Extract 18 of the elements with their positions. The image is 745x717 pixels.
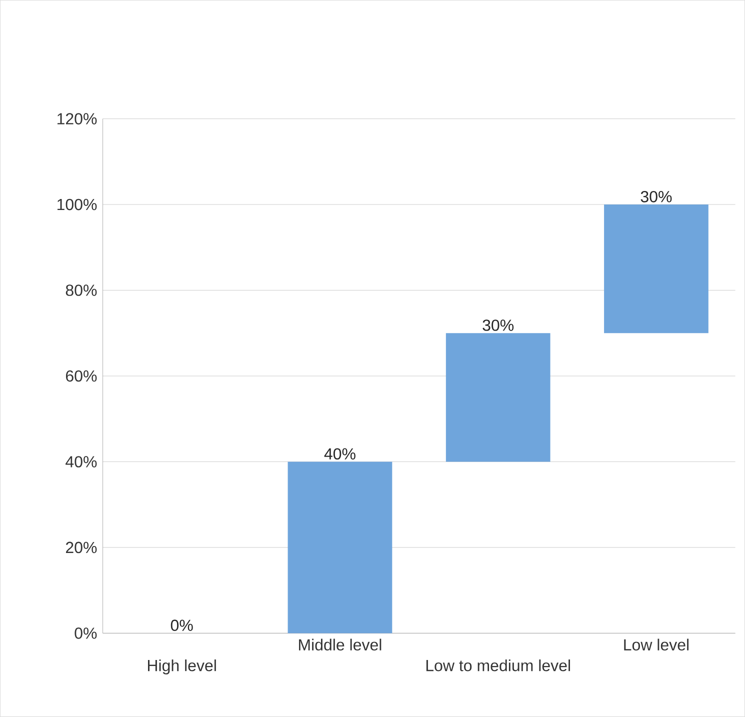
y-tick-label: 120% [58, 113, 97, 124]
data-label: 30% [482, 320, 514, 331]
bar [446, 333, 550, 462]
x-tick-label: Middle level [299, 638, 382, 651]
x-tick-label: Low to medium level [426, 659, 570, 672]
y-tick-label: 0% [74, 628, 97, 639]
y-tick-label: 20% [66, 542, 97, 554]
y-tick-label: 100% [58, 198, 97, 210]
bar [288, 462, 392, 634]
x-tick-label: High level [148, 659, 216, 674]
data-label: 40% [324, 448, 356, 460]
x-tick-label: Low level [624, 638, 688, 651]
y-tick-label: 40% [66, 456, 97, 468]
bar [604, 204, 708, 334]
data-label: 0% [170, 620, 193, 632]
y-tick-label: 60% [66, 370, 97, 382]
y-tick-label: 80% [66, 284, 97, 296]
data-label: 30% [640, 191, 672, 202]
